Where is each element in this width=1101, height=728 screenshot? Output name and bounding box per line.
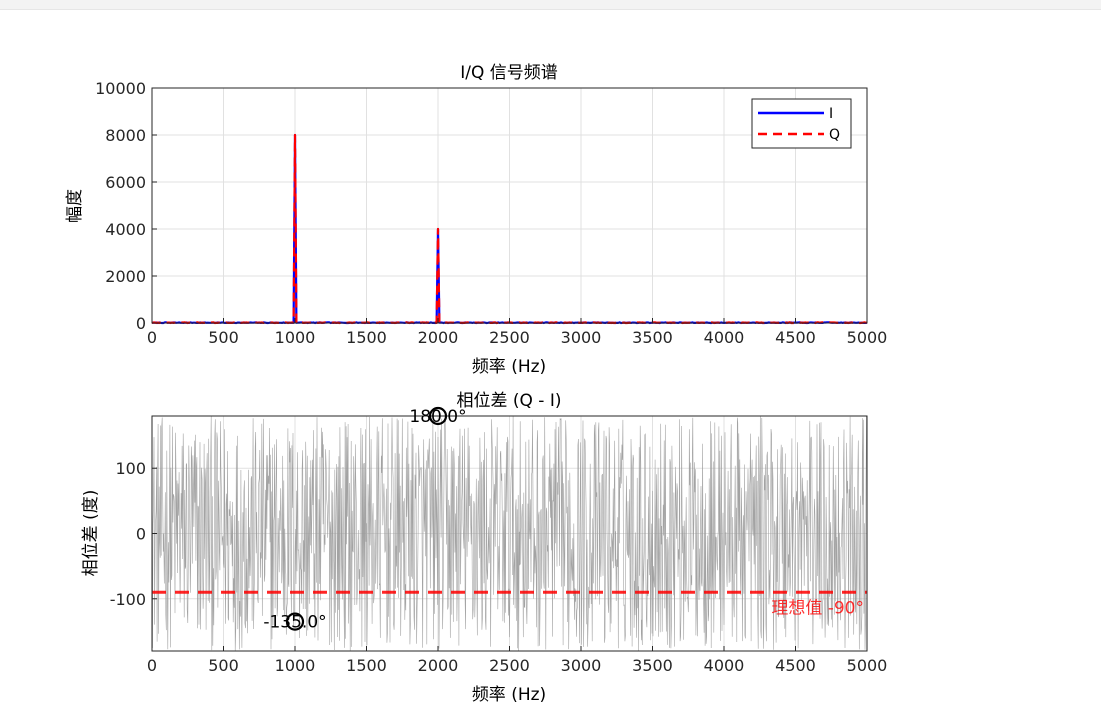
spectrum-x-ticks: 0 500 1000 1500 2000 2500 3000 3500 4000 4500 5000 xyxy=(147,318,887,347)
x-tick-label: 1000 xyxy=(275,328,316,347)
phase-noise-line xyxy=(151,415,868,652)
spectrum-title: I/Q 信号频谱 xyxy=(460,63,558,83)
x-tick-label: 1500 xyxy=(346,656,387,675)
x-tick-label: 5000 xyxy=(847,656,888,675)
y-tick-label: 4000 xyxy=(105,220,146,239)
spectrum-chart: 0 500 1000 1500 2000 2500 3000 3500 4000 4500 5000… xyxy=(65,63,887,377)
x-tick-label: 4500 xyxy=(775,656,816,675)
phase-series xyxy=(151,415,868,652)
y-tick-label: 2000 xyxy=(105,267,146,286)
x-tick-label: 1500 xyxy=(346,328,387,347)
y-tick-label: 0 xyxy=(136,525,146,544)
x-tick-label: 2500 xyxy=(489,656,530,675)
x-tick-label: 2000 xyxy=(418,328,459,347)
reference-line-label: 理想值 -90° xyxy=(771,598,864,618)
y-tick-label: -100 xyxy=(110,590,146,609)
phase-x-ticks: 0 500 1000 1500 2000 2500 3000 3500 4000 4500 5000 xyxy=(147,646,887,675)
phase-marker-label: 180.0° xyxy=(409,407,466,427)
phase-title: 相位差 (Q - I) xyxy=(456,391,561,411)
x-tick-label: 3500 xyxy=(632,328,673,347)
x-tick-label: 0 xyxy=(147,656,157,675)
spectrum-y-label: 幅度 xyxy=(65,189,85,223)
legend-label-i: I xyxy=(829,106,833,122)
x-tick-label: 2000 xyxy=(418,656,459,675)
y-tick-label: 100 xyxy=(115,459,146,478)
legend-box xyxy=(751,98,852,149)
phase-x-label: 频率 (Hz) xyxy=(472,685,546,705)
x-tick-label: 4500 xyxy=(775,328,816,347)
phase-reference: 理想值 -90° xyxy=(152,590,867,618)
x-tick-label: 1000 xyxy=(275,656,316,675)
x-tick-label: 4000 xyxy=(704,656,745,675)
phase-y-label: 相位差 (度) xyxy=(81,490,101,577)
x-tick-label: 5000 xyxy=(847,328,888,347)
spectrum-legend: I Q xyxy=(751,98,852,149)
phase-marker-label: -135.0° xyxy=(263,613,326,633)
phase-markers: -135.0° 180.0° xyxy=(263,406,467,633)
x-tick-label: 500 xyxy=(208,656,239,675)
y-tick-label: 6000 xyxy=(105,173,146,192)
y-tick-label: 0 xyxy=(136,314,146,333)
phase-chart: 理想值 -90° 0 500 1000 1500 2000 2500 3000 3500 400… xyxy=(81,391,887,705)
phase-marker-circle xyxy=(285,612,305,631)
x-tick-label: 4000 xyxy=(704,328,745,347)
x-tick-label: 3000 xyxy=(561,328,602,347)
x-tick-label: 500 xyxy=(208,328,239,347)
y-tick-label: 10000 xyxy=(95,79,146,98)
y-tick-label: 8000 xyxy=(105,126,146,145)
spectrum-y-ticks: 0 2000 4000 6000 8000 10000 xyxy=(95,79,157,333)
top-toolbar-strip xyxy=(0,0,1101,10)
x-tick-label: 2500 xyxy=(489,328,530,347)
x-tick-label: 0 xyxy=(147,328,157,347)
legend-label-q: Q xyxy=(829,127,840,143)
spectrum-x-label: 频率 (Hz) xyxy=(472,357,546,377)
x-tick-label: 3000 xyxy=(561,656,602,675)
x-tick-label: 3500 xyxy=(632,656,673,675)
phase-marker-circle xyxy=(428,406,448,426)
phase-y-ticks: -100 0 100 xyxy=(110,459,157,609)
